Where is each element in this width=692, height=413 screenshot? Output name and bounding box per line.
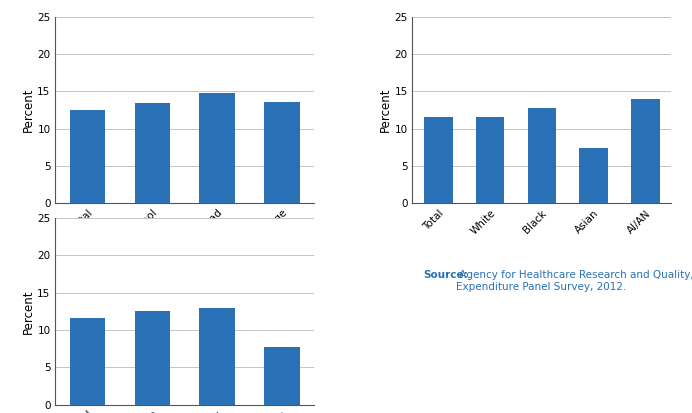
Bar xyxy=(70,318,105,405)
Bar xyxy=(631,99,659,203)
Bar xyxy=(135,311,170,405)
Bar xyxy=(579,148,608,203)
Text: Agency for Healthcare Research and Quality, Medical
Expenditure Panel Survey, 20: Agency for Healthcare Research and Quali… xyxy=(457,271,692,292)
Text: Source:: Source: xyxy=(423,271,468,280)
Y-axis label: Percent: Percent xyxy=(379,88,392,132)
Bar xyxy=(199,93,235,203)
Bar xyxy=(527,108,556,203)
Bar xyxy=(476,116,504,203)
Bar xyxy=(424,116,453,203)
Y-axis label: Percent: Percent xyxy=(21,88,35,132)
Y-axis label: Percent: Percent xyxy=(21,289,35,334)
Bar xyxy=(264,102,300,203)
Bar xyxy=(264,347,300,405)
Bar xyxy=(135,103,170,203)
Bar xyxy=(70,110,105,203)
Bar xyxy=(199,309,235,405)
